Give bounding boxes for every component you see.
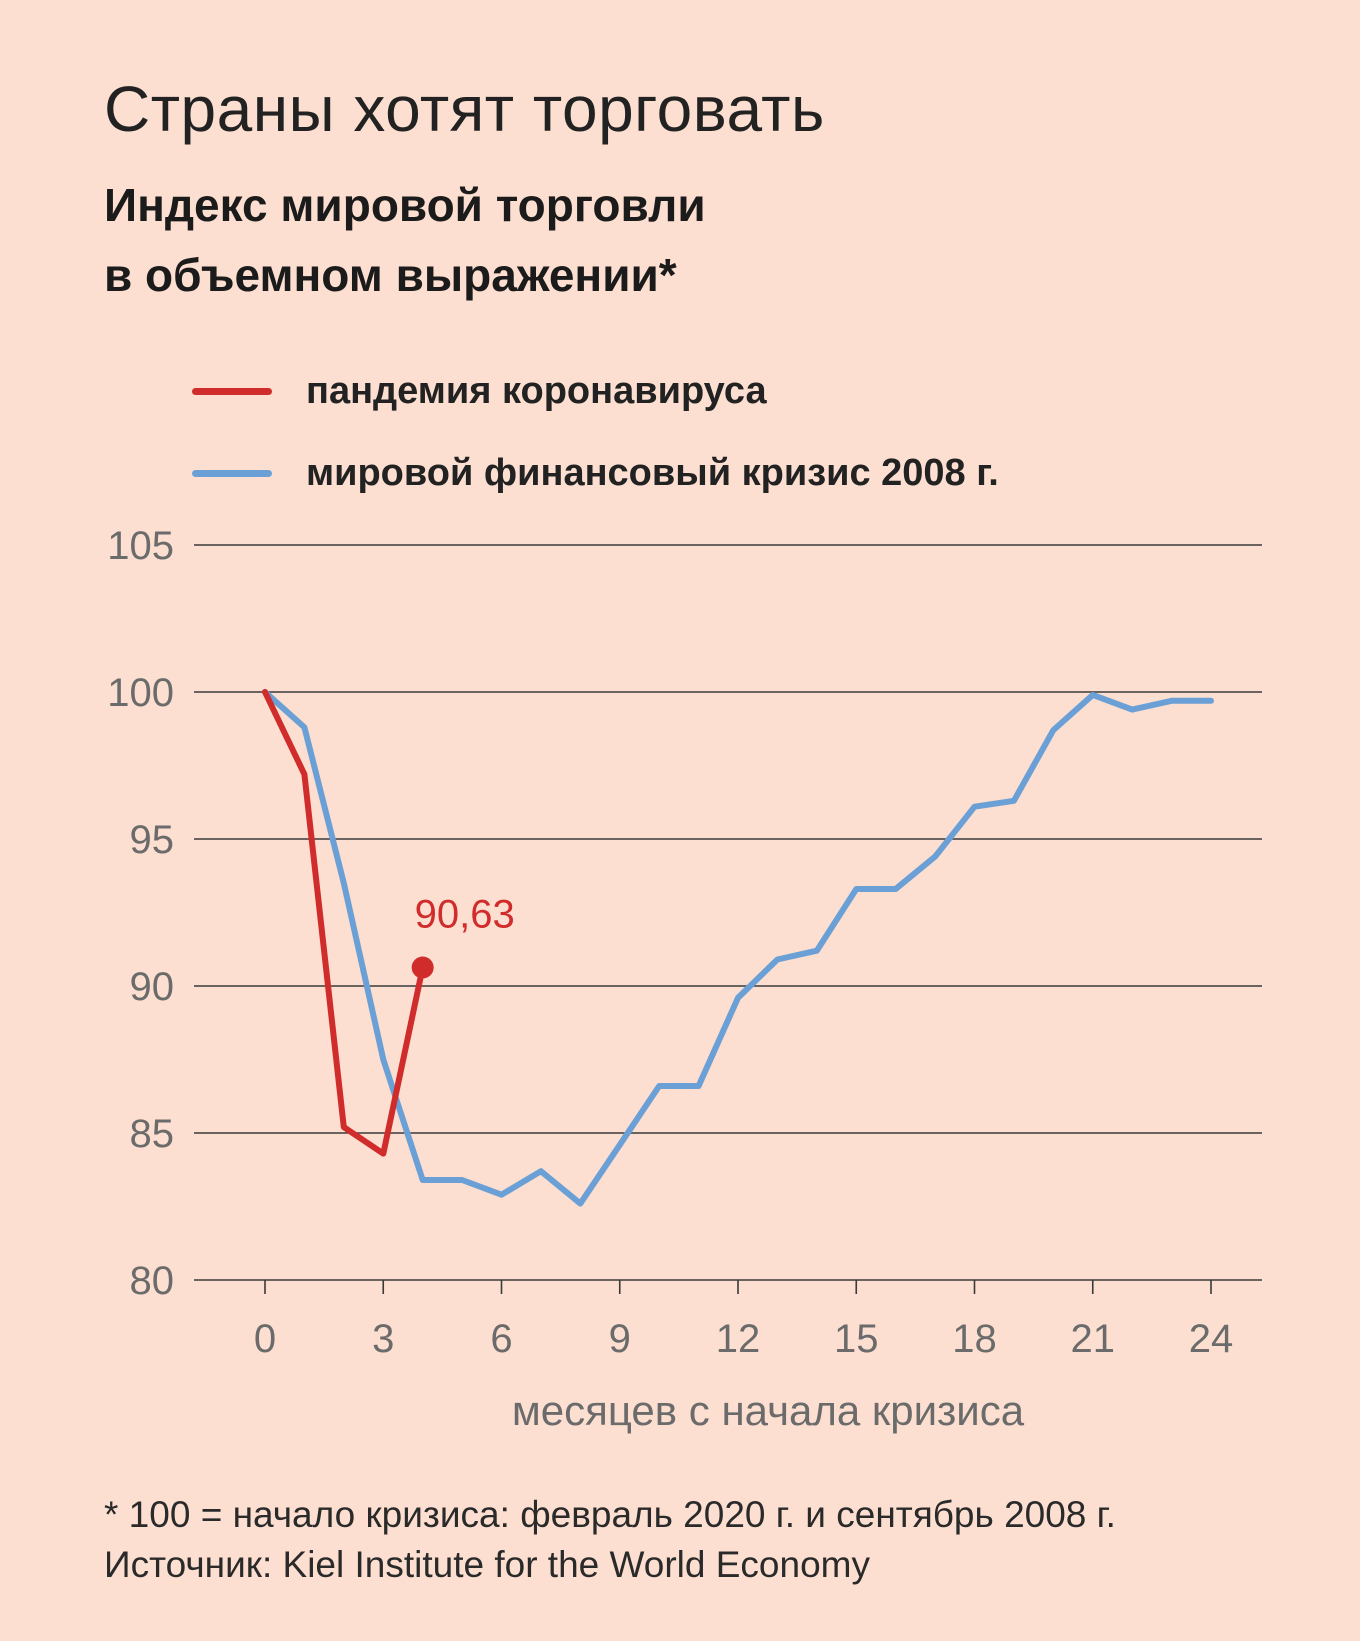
- footnote: * 100 = начало кризиса: февраль 2020 г. …: [104, 1490, 1116, 1590]
- x-tick-label: 21: [1071, 1317, 1116, 1361]
- x-tick-label: 15: [834, 1317, 879, 1361]
- line-chart: 80 85 90 95 100 105 0 3 6 9 12 15 18 21 24 месяцев с на…: [107, 524, 1262, 1434]
- x-tick-label: 0: [254, 1317, 276, 1361]
- legend-label-crisis-2008: мировой финансовый кризис 2008 г.: [306, 451, 999, 494]
- series-line-crisis-2008: [262, 689, 1214, 1207]
- y-tick-label: 105: [107, 524, 174, 568]
- legend-item-crisis-2008: мировой финансовый кризис 2008 г.: [192, 432, 999, 514]
- annotation-label: 90,63: [415, 892, 515, 936]
- y-tick-label: 80: [130, 1259, 175, 1303]
- y-tick-label: 100: [107, 671, 174, 715]
- x-tick-label: 18: [952, 1317, 997, 1361]
- y-tick-label: 95: [130, 818, 175, 862]
- x-tick-label: 12: [716, 1317, 761, 1361]
- x-tick-label: 24: [1189, 1317, 1234, 1361]
- legend-item-pandemic: пандемия коронавируса: [192, 350, 999, 432]
- endpoint-marker: [411, 956, 434, 979]
- x-tick-label: 6: [490, 1317, 512, 1361]
- subtitle-line-1: Индекс мировой торговли: [104, 179, 706, 231]
- y-tick-label: 85: [130, 1112, 175, 1156]
- x-tick-label: 3: [372, 1317, 394, 1361]
- footnote-definition: * 100 = начало кризиса: февраль 2020 г. …: [104, 1494, 1116, 1535]
- subtitle-line-2: в объемном выражении*: [104, 249, 677, 301]
- footnote-source: Источник: Kiel Institute for the World E…: [104, 1544, 870, 1585]
- x-axis-label: месяцев с начала кризиса: [512, 1387, 1025, 1434]
- y-tick-label: 90: [130, 965, 175, 1009]
- legend: пандемия коронавируса мировой финансовый…: [192, 350, 999, 514]
- legend-swatch-pandemic: [192, 387, 272, 395]
- chart-title: Страны хотят торговать: [104, 73, 825, 145]
- legend-label-pandemic: пандемия коронавируса: [306, 369, 767, 412]
- x-tick-label: 9: [609, 1317, 631, 1361]
- legend-swatch-crisis-2008: [192, 469, 272, 477]
- series-line-pandemic: [262, 689, 426, 1157]
- chart-subtitle: Индекс мировой торговли в объемном выраж…: [104, 170, 1004, 310]
